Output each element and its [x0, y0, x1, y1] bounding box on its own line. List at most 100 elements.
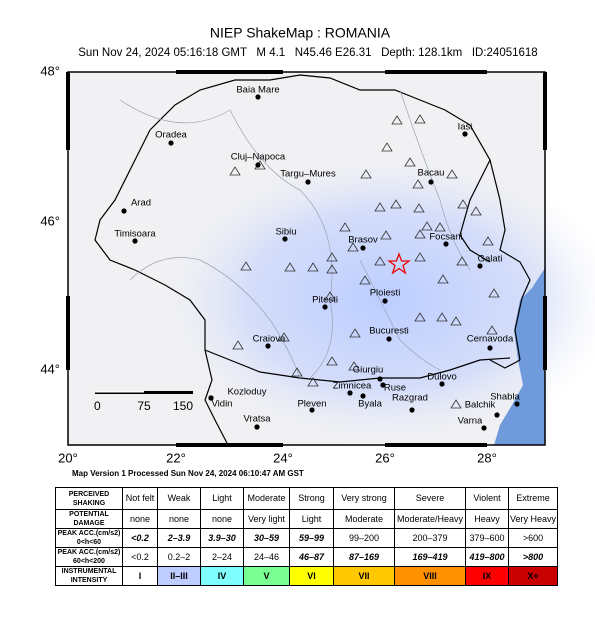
- city-label: Shabla: [490, 392, 520, 403]
- station: [390, 199, 402, 209]
- table-row: INSTRUMENTAL INTENSITY I II–III IV V VI VII VII…: [55, 566, 558, 586]
- station: [450, 399, 462, 409]
- table-cell: 3.9–30: [200, 528, 244, 548]
- table-cell: 46–87: [289, 547, 334, 567]
- city-label: Iasi: [458, 122, 473, 133]
- city-label: Kozloduy: [227, 387, 266, 398]
- station: [339, 222, 351, 232]
- city-dot: [494, 412, 500, 418]
- city-label: Cluj–Napoca: [231, 152, 286, 163]
- station: [446, 169, 458, 179]
- station: [348, 361, 360, 371]
- table-cell: Weak: [157, 487, 201, 510]
- shaking-area: [155, 150, 595, 450]
- table-cell: Extreme: [508, 487, 558, 510]
- city-label: Byala: [358, 399, 382, 410]
- station: [291, 367, 303, 377]
- frame-stripe: [543, 296, 547, 370]
- table-cell: none: [122, 509, 158, 529]
- station: [421, 221, 433, 231]
- table-cell: IX: [465, 566, 509, 586]
- city-dot: [487, 345, 493, 351]
- city-dot: [347, 390, 353, 396]
- lon-label: 24°: [273, 450, 293, 465]
- station: [412, 179, 424, 189]
- table-cell: 169–419: [394, 547, 466, 567]
- table-cell: II–III: [157, 566, 201, 586]
- row-header: POTENTIAL DAMAGE: [55, 509, 123, 529]
- city-label: Timisoara: [114, 229, 156, 240]
- city-label: Ruse: [384, 383, 406, 394]
- city-dot: [481, 425, 487, 431]
- table-cell: 24–46: [243, 547, 290, 567]
- city-label: Arad: [131, 198, 151, 209]
- station: [349, 328, 361, 338]
- city-dot: [309, 407, 315, 413]
- table-row: PEAK ACC.(cm/s2) 0<h<60 <0.2 2–3.9 3.9–30 30…: [55, 528, 558, 548]
- table-cell: >600: [508, 528, 558, 548]
- row-header: PERCEIVED SHAKING: [55, 487, 123, 510]
- station: [347, 242, 359, 252]
- city-dot: [443, 241, 449, 247]
- table-cell: VIII: [394, 566, 466, 586]
- table-cell: 59–99: [289, 528, 334, 548]
- frame-ticks: 20° 22° 24° 26° 28° 48° 46° 44°: [40, 63, 547, 465]
- city-label: Zimnicea: [333, 381, 372, 392]
- station: [229, 166, 241, 176]
- table-cell: none: [157, 509, 201, 529]
- table-cell: I: [122, 566, 158, 586]
- station: [232, 340, 244, 350]
- station: [434, 222, 446, 232]
- lon-label: 26°: [375, 450, 395, 465]
- city-label: Pitesti: [312, 295, 338, 306]
- station: [457, 199, 469, 209]
- city-label: Cernavoda: [467, 334, 514, 345]
- stations: [229, 114, 500, 409]
- scale-label: 150: [173, 399, 193, 413]
- station: [436, 312, 448, 322]
- city-label: Bacau: [418, 168, 445, 179]
- city-dot: [132, 238, 138, 244]
- title: NIEP ShakeMap : ROMANIA: [210, 25, 391, 41]
- city-dot: [168, 140, 174, 146]
- lat-label: 44°: [40, 361, 60, 376]
- station: [488, 288, 500, 298]
- table-cell: Very Heavy: [508, 509, 558, 529]
- station: [359, 275, 371, 285]
- city-label: Varna: [458, 416, 483, 427]
- station: [324, 291, 336, 301]
- city-dot: [439, 381, 445, 387]
- table-cell: 2–3.9: [157, 528, 201, 548]
- station: [456, 256, 468, 266]
- city-label: Bucuresti: [369, 326, 409, 337]
- station: [240, 261, 252, 271]
- table-cell: Heavy: [465, 509, 509, 529]
- station: [391, 115, 403, 125]
- station: [278, 332, 290, 342]
- city-dot: [360, 245, 366, 251]
- table-cell: 419–800: [465, 547, 509, 567]
- station: [360, 169, 372, 179]
- city-label: Focsani: [429, 232, 462, 243]
- scale-label: 75: [137, 399, 151, 413]
- city-label: Balchik: [465, 400, 496, 411]
- table-cell: Moderate: [333, 509, 395, 529]
- city-label: Sibiu: [275, 227, 296, 238]
- table-cell: 379–600: [465, 528, 509, 548]
- row-header: PEAK ACC.(cm/s2) 60<h<200: [55, 547, 123, 567]
- station: [374, 202, 386, 212]
- table-cell: 2–24: [200, 547, 244, 567]
- table-cell: X+: [508, 566, 558, 586]
- station: [470, 206, 482, 216]
- table-cell: none: [200, 509, 244, 529]
- table-cell: 200–379: [394, 528, 466, 548]
- frame-stripe: [543, 72, 547, 150]
- table-cell: Moderate/Heavy: [394, 509, 466, 529]
- table-cell: Not felt: [122, 487, 158, 510]
- lat-label: 48°: [40, 63, 60, 78]
- map-frame: [67, 71, 546, 446]
- city-label: Giurgiu: [353, 365, 384, 376]
- table-row: PEAK ACC.(cm/s2) 60<h<200 <0.2 0.2–2 2–24 24…: [55, 547, 558, 567]
- frame-stripe: [385, 70, 487, 74]
- table-cell: Light: [200, 487, 244, 510]
